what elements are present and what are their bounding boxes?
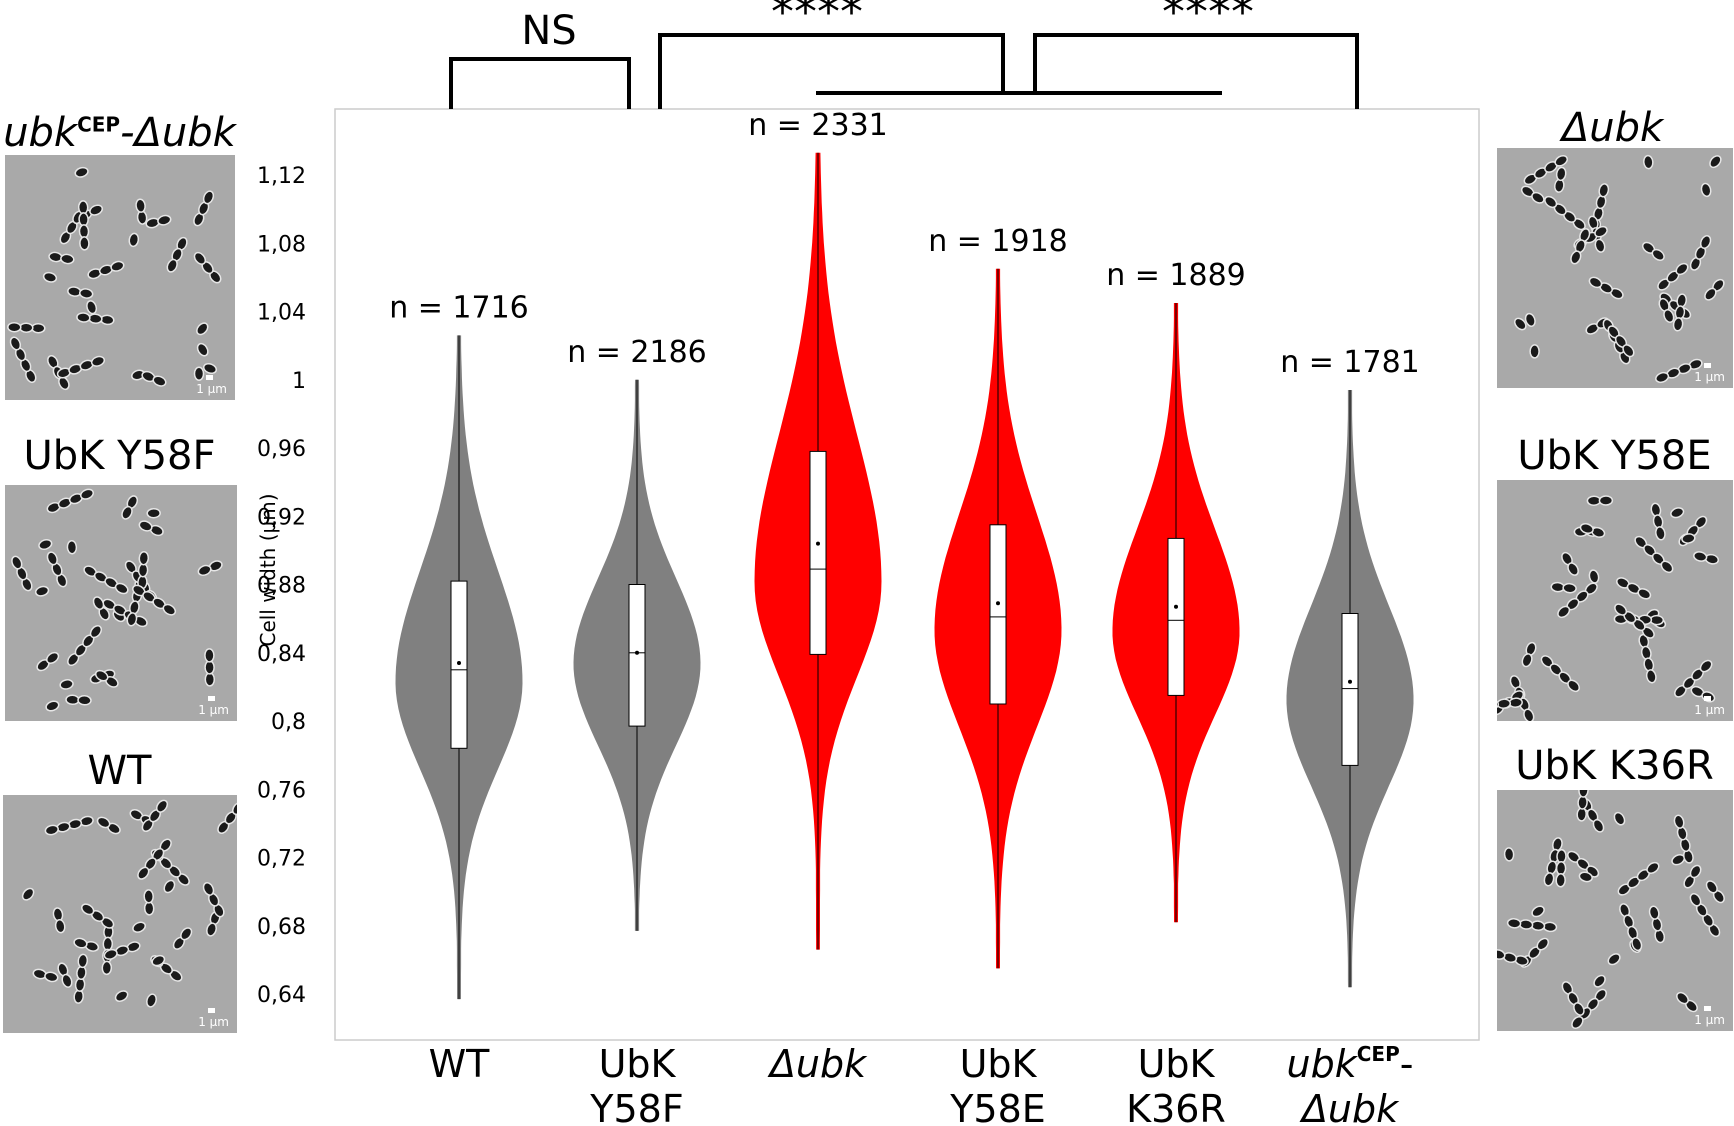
- y-tick-label: 0,68: [257, 915, 306, 940]
- x-label-line1: UbK: [960, 1042, 1038, 1086]
- x-label-line2: Y58E: [949, 1087, 1046, 1126]
- significance-brackets: [449, 33, 1359, 109]
- y-axis-label: Cell width (µm): [256, 493, 280, 646]
- n-label: n = 1781: [1280, 345, 1420, 380]
- y-tick-label: 0,92: [257, 505, 306, 530]
- n-label: n = 1918: [928, 224, 1068, 259]
- panel-title-y58e: UbK Y58E: [1517, 433, 1712, 479]
- y-tick-label: 0,84: [257, 642, 306, 667]
- scale-bar: [1704, 696, 1711, 701]
- micrograph-y58f: 1 µm: [5, 485, 237, 721]
- bracket-left-star: [658, 33, 1005, 109]
- violin-mean: [996, 601, 1000, 606]
- y-tick-labels: 0,64 0,68 0,72 0,76 0,8 0,84 0,88 0,92 0,96 1 1,04…: [257, 164, 306, 1008]
- n-labels: n = 1716 n = 2186 n = 2331 n = 1918 n = 1889…: [389, 108, 1420, 380]
- scale-label: 1 µm: [196, 382, 227, 396]
- x-label-line1: UbK: [599, 1042, 677, 1086]
- micrograph-wt: 1 µm: [3, 795, 237, 1033]
- panel-title-main: ubk: [3, 110, 78, 156]
- violin-box: [809, 450, 827, 655]
- panel-title-ubkcep: ubkCEP-Δubk: [2, 110, 237, 156]
- scale-label: 1 µm: [1694, 1013, 1725, 1027]
- micrograph-cells: [21, 799, 237, 1008]
- x-label-line2: Δubk: [1299, 1087, 1400, 1126]
- violin-box: [628, 584, 646, 727]
- n-label: n = 1889: [1106, 258, 1246, 293]
- x-label-line1: UbK: [1138, 1042, 1216, 1086]
- violin-mean: [635, 650, 639, 655]
- violins: [395, 152, 1414, 1000]
- sig-star-label-1: ****: [771, 0, 863, 39]
- panel-title-sup: CEP: [77, 112, 121, 137]
- micrograph-cells: [1497, 495, 1720, 721]
- panel-title-k36r: UbK K36R: [1515, 743, 1714, 789]
- y-tick-label: 0,76: [257, 778, 306, 803]
- panel-title-y58f: UbK Y58F: [23, 433, 216, 479]
- panel-title-dubk: Δubk: [1561, 105, 1664, 151]
- x-label-line1: ubkCEP-: [1287, 1042, 1414, 1086]
- micrograph-ubkcep: 1 µm: [5, 155, 235, 400]
- y-tick-label: 1,08: [257, 232, 306, 257]
- x-label-line2: Y58F: [589, 1087, 683, 1126]
- y-tick-label: 0,72: [257, 847, 306, 872]
- scale-label: 1 µm: [1694, 703, 1725, 717]
- y-tick-label: 0,88: [257, 574, 306, 599]
- n-label: n = 2331: [748, 108, 888, 143]
- violin-mean: [457, 661, 461, 665]
- micrograph-dubk: 1 µm: [1497, 148, 1733, 388]
- micrograph-k36r: 1 µm: [1497, 790, 1733, 1031]
- scale-bar: [206, 375, 213, 380]
- violin-mean: [1174, 604, 1178, 609]
- sig-ns-label: NS: [521, 8, 576, 54]
- y-tick-label: 1: [292, 369, 306, 394]
- scale-bar: [1704, 1006, 1711, 1011]
- bracket-right-star: [1033, 33, 1359, 109]
- y-tick-label: 0,96: [257, 437, 306, 462]
- violin-mean: [1348, 679, 1352, 684]
- scale-label: 1 µm: [1694, 370, 1725, 384]
- n-label: n = 2186: [567, 335, 707, 370]
- micrograph-cells: [11, 488, 223, 712]
- micrograph-cells: [1497, 790, 1725, 1029]
- violin-box: [1167, 537, 1185, 696]
- scale-bar: [208, 1008, 215, 1013]
- x-label-line1: Δubk: [767, 1042, 868, 1086]
- x-label-line2: K36R: [1126, 1087, 1226, 1126]
- scale-label: 1 µm: [198, 1015, 229, 1029]
- violin-mean: [816, 541, 820, 546]
- x-label-line1: WT: [429, 1042, 491, 1086]
- scale-label: 1 µm: [198, 703, 229, 717]
- violin-box: [989, 524, 1007, 705]
- micrograph-cells: [7, 166, 222, 391]
- scale-bar: [1704, 363, 1711, 368]
- y-tick-label: 1,12: [257, 164, 306, 189]
- scale-bar: [208, 696, 215, 701]
- sig-star-label-2: ****: [1162, 0, 1254, 39]
- micrograph-y58e: 1 µm: [1497, 480, 1733, 721]
- panel-title-tail: -Δubk: [120, 110, 236, 156]
- bracket-ns: [449, 57, 631, 109]
- y-tick-label: 0,64: [257, 983, 306, 1008]
- y-tick-label: 1,04: [257, 301, 306, 326]
- n-label: n = 1716: [389, 290, 529, 325]
- plot-frame: [334, 108, 1480, 1041]
- y-tick-label: 0,8: [271, 710, 306, 735]
- panel-title-wt: WT: [87, 748, 152, 794]
- violin-box: [1341, 613, 1359, 766]
- micrograph-cells: [1513, 154, 1725, 384]
